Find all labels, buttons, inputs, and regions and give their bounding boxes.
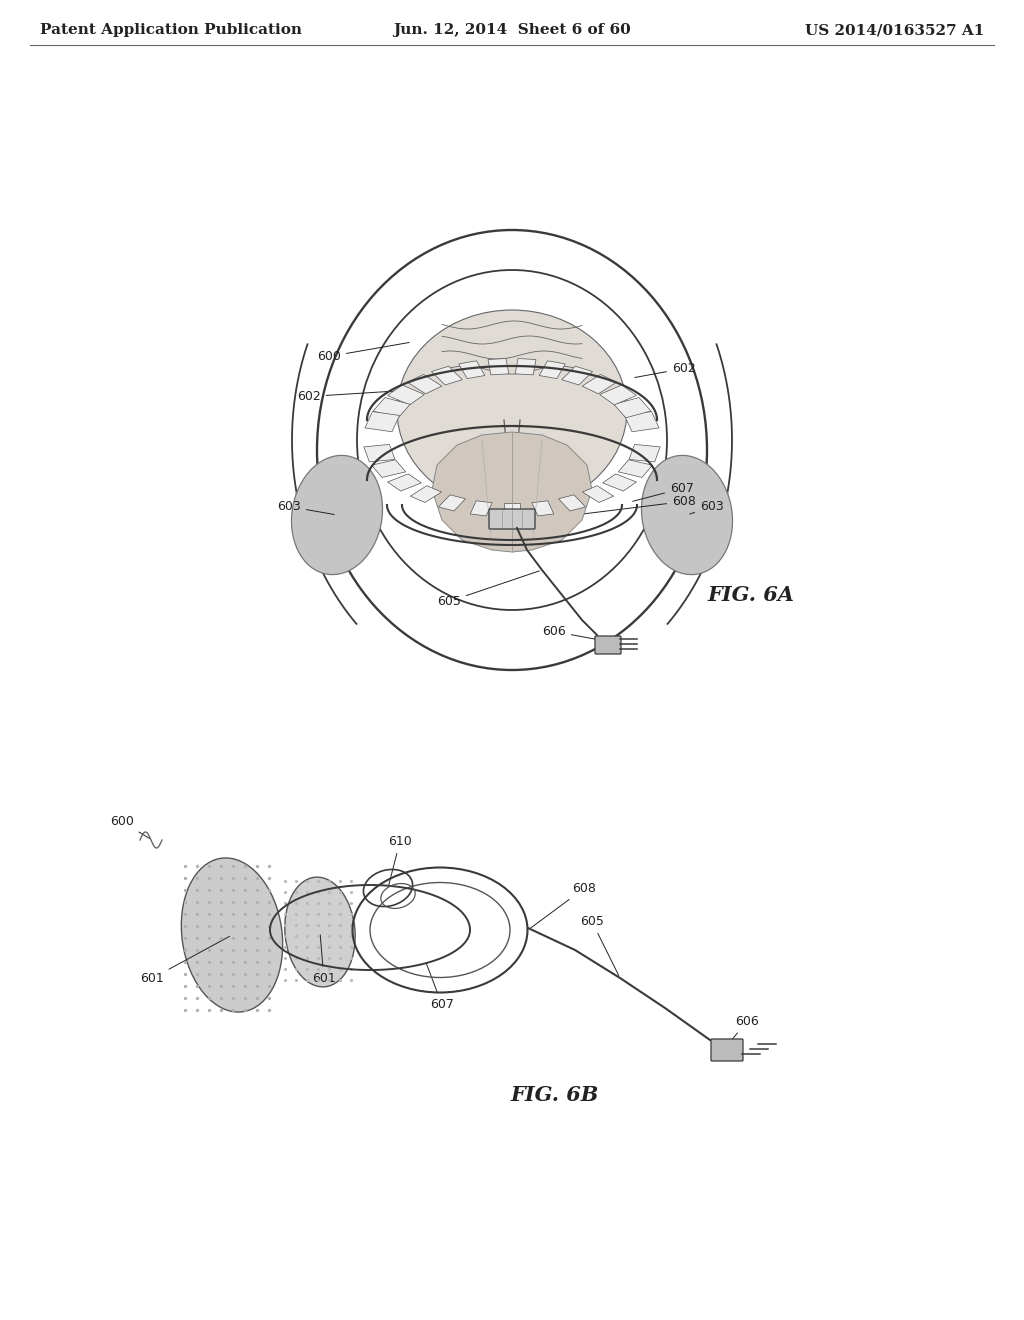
Polygon shape: [408, 375, 442, 393]
FancyBboxPatch shape: [489, 510, 535, 529]
Polygon shape: [438, 495, 466, 511]
Text: 608: 608: [530, 882, 596, 928]
Polygon shape: [488, 359, 509, 375]
Ellipse shape: [285, 876, 355, 987]
Text: FIG. 6B: FIG. 6B: [510, 1085, 598, 1105]
Polygon shape: [618, 459, 652, 478]
Text: 610: 610: [388, 836, 412, 886]
Ellipse shape: [397, 310, 627, 510]
Polygon shape: [600, 385, 637, 405]
Polygon shape: [372, 459, 406, 478]
Text: 607: 607: [426, 962, 454, 1011]
Ellipse shape: [641, 455, 732, 574]
Polygon shape: [387, 385, 424, 405]
Text: 601: 601: [140, 936, 229, 985]
Text: 603: 603: [689, 500, 724, 513]
Text: 606: 606: [727, 1015, 759, 1045]
Polygon shape: [531, 500, 554, 516]
Text: 605: 605: [580, 915, 618, 975]
Polygon shape: [602, 474, 637, 491]
Text: 603: 603: [278, 500, 334, 515]
Text: FIG. 6A: FIG. 6A: [707, 585, 794, 605]
Text: Patent Application Publication: Patent Application Publication: [40, 22, 302, 37]
Polygon shape: [625, 412, 659, 432]
Polygon shape: [539, 360, 565, 379]
Polygon shape: [373, 397, 411, 417]
Polygon shape: [470, 500, 493, 516]
Polygon shape: [364, 445, 395, 462]
Polygon shape: [558, 495, 586, 511]
Text: 607: 607: [633, 482, 694, 502]
Text: Jun. 12, 2014  Sheet 6 of 60: Jun. 12, 2014 Sheet 6 of 60: [393, 22, 631, 37]
Polygon shape: [411, 486, 441, 503]
Polygon shape: [459, 360, 485, 379]
Text: US 2014/0163527 A1: US 2014/0163527 A1: [805, 22, 984, 37]
FancyBboxPatch shape: [595, 636, 621, 653]
Text: 600: 600: [110, 814, 150, 838]
Text: 608: 608: [537, 495, 696, 520]
Polygon shape: [562, 366, 593, 385]
Text: 602: 602: [297, 389, 410, 403]
Text: 600: 600: [317, 342, 410, 363]
Ellipse shape: [292, 455, 383, 574]
Polygon shape: [515, 359, 536, 375]
Text: 601: 601: [312, 935, 336, 985]
Polygon shape: [387, 474, 422, 491]
Polygon shape: [431, 366, 462, 385]
Polygon shape: [582, 375, 616, 393]
Text: 605: 605: [437, 570, 540, 609]
Polygon shape: [432, 432, 592, 552]
Polygon shape: [629, 445, 660, 462]
Polygon shape: [365, 412, 399, 432]
FancyBboxPatch shape: [711, 1039, 743, 1061]
Text: 602: 602: [635, 362, 695, 378]
Polygon shape: [504, 503, 520, 517]
Text: 606: 606: [542, 624, 597, 639]
Polygon shape: [583, 486, 613, 503]
Polygon shape: [613, 397, 651, 417]
Ellipse shape: [181, 858, 283, 1012]
